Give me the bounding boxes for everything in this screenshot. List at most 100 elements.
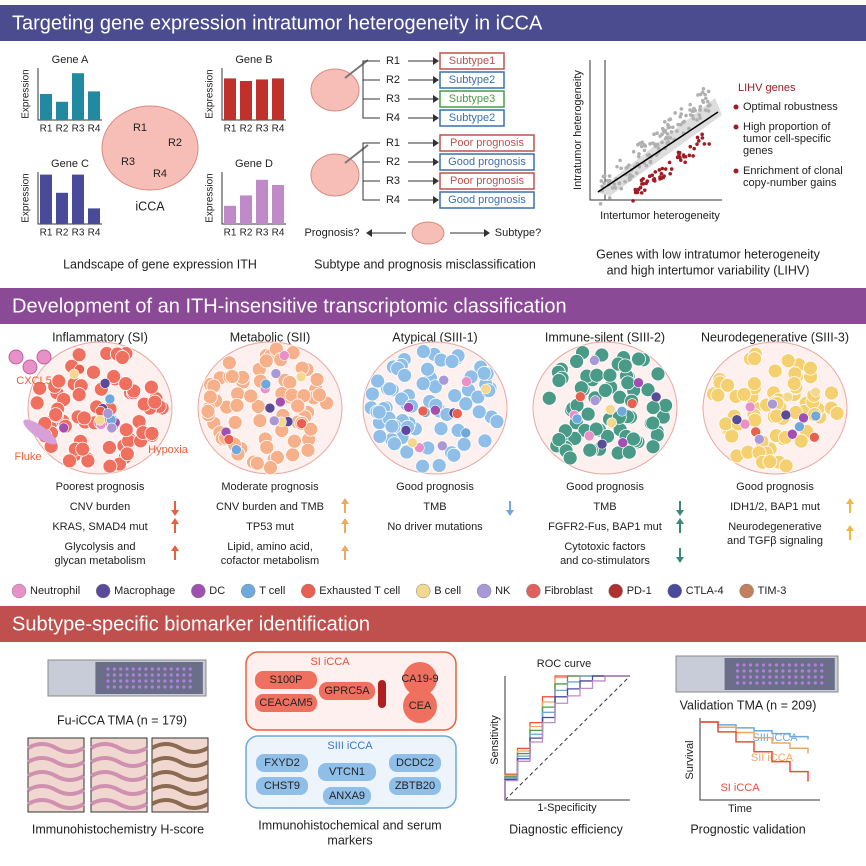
- core: [748, 663, 753, 667]
- feature: and TGFβ signaling: [727, 535, 823, 547]
- core: [131, 667, 135, 671]
- tube: [378, 680, 386, 708]
- needle: [344, 59, 369, 79]
- legend-label: PD-1: [627, 585, 652, 597]
- cell: [829, 405, 845, 421]
- core: [807, 663, 811, 667]
- core: [761, 681, 766, 685]
- gene-dot: [698, 104, 703, 109]
- cell: [102, 440, 117, 455]
- feature: FGFR2-Fus, BAP1 mut: [548, 521, 662, 533]
- lihv-dot: [676, 150, 681, 155]
- stroma: [151, 798, 209, 810]
- cell: [119, 446, 135, 462]
- serum: [403, 662, 437, 696]
- header-bar: [0, 606, 866, 642]
- marker: [256, 754, 308, 772]
- stroma: [151, 756, 209, 768]
- gene-dot: [627, 178, 632, 182]
- cell: [477, 433, 493, 449]
- branch: [362, 171, 380, 201]
- immune-cell: [437, 440, 448, 452]
- immune-cell: [104, 393, 116, 405]
- gene-dot: [613, 186, 618, 190]
- immune-cell: [794, 421, 805, 432]
- cell: [224, 369, 240, 384]
- arrow-head: [341, 518, 349, 524]
- core: [188, 685, 192, 689]
- header-bar: [0, 5, 866, 41]
- cell: [147, 394, 163, 410]
- legend-label: CTLA-4: [686, 585, 724, 597]
- lihv-dot: [663, 167, 668, 171]
- immune-cell: [604, 404, 616, 415]
- feature: Cytotoxic factors: [564, 541, 646, 553]
- immune-cell: [94, 414, 106, 426]
- marker-label: VTCN1: [329, 766, 365, 778]
- immune-cell: [295, 371, 307, 383]
- box-label: Good prognosis: [448, 156, 526, 168]
- cell: [311, 387, 327, 403]
- core: [169, 667, 173, 671]
- bar: [40, 94, 52, 120]
- cell: [617, 358, 633, 374]
- cell: [102, 458, 118, 474]
- bar: [224, 78, 236, 120]
- cell: [86, 364, 101, 380]
- core: [800, 669, 804, 673]
- gene-dot: [607, 196, 612, 200]
- cell: [780, 353, 796, 369]
- x-tick-label: R4: [88, 228, 101, 239]
- immune-cell: [744, 401, 756, 413]
- stroma: [151, 784, 209, 796]
- axis: [589, 60, 722, 201]
- feature: glycan metabolism: [54, 555, 145, 567]
- gene-dot: [617, 181, 621, 186]
- chart-title: ROC curve: [537, 658, 591, 670]
- arrow-head: [433, 139, 439, 147]
- core: [125, 667, 129, 671]
- cell: [252, 413, 268, 429]
- x-tick-label: R4: [272, 124, 285, 135]
- x-tick-label: R1: [224, 228, 237, 239]
- immune-cell: [583, 430, 595, 442]
- core: [144, 667, 148, 671]
- lihv-dot: [691, 154, 695, 158]
- lihv-dot: [695, 142, 699, 146]
- core: [175, 685, 180, 689]
- core: [742, 663, 746, 667]
- region-label: R4: [386, 194, 400, 206]
- immune-cell: [460, 427, 472, 439]
- gene-dot: [697, 113, 702, 117]
- core: [138, 673, 142, 677]
- slide-label-text: Fu-iCCA TMA (n = 179): [57, 713, 187, 727]
- region-label: R3: [386, 93, 400, 105]
- prognosis: Good prognosis: [396, 481, 474, 493]
- immune-cell: [99, 378, 111, 389]
- cell: [631, 351, 646, 367]
- cell: [551, 432, 567, 447]
- legend-icon: [608, 583, 623, 599]
- label-box: [439, 109, 505, 127]
- curve-label: SIII iCCA: [752, 732, 798, 744]
- legend-label: Fibroblast: [544, 585, 592, 597]
- marker-label: ZBTB20: [395, 780, 435, 792]
- lihv-dot: [642, 188, 647, 192]
- cell: [416, 344, 431, 359]
- cell: [71, 387, 87, 402]
- immune-cell: [809, 431, 820, 443]
- core: [781, 675, 785, 679]
- question: Prognosis?: [304, 227, 359, 239]
- gene-dot: [634, 171, 639, 175]
- arrow-head: [506, 510, 514, 516]
- core: [169, 685, 173, 689]
- gene-dot: [655, 131, 659, 135]
- label-box: [439, 90, 505, 108]
- immune-cell: [767, 398, 778, 410]
- feature: cofactor metabolism: [221, 555, 319, 567]
- roc-curve: [504, 675, 630, 800]
- legend-icon: [240, 583, 256, 599]
- core: [125, 679, 129, 683]
- core: [800, 675, 804, 679]
- cell: [736, 386, 752, 402]
